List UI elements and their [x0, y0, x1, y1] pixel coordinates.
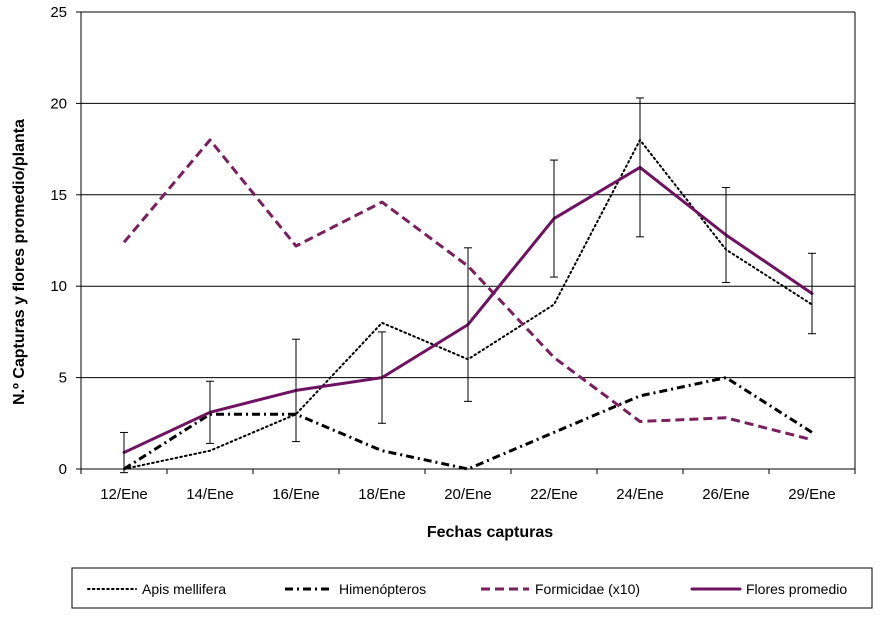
legend-label: Formicidae (x10): [535, 581, 640, 597]
x-tick-label: 18/Ene: [358, 486, 406, 503]
y-tick-labels: 0 5 10 15 20 25: [50, 4, 67, 478]
y-axis-title: N.º Capturas y flores promedio/planta: [11, 119, 28, 405]
error-bars: [120, 97, 816, 474]
series-line-formicidae-x10: [122, 138, 813, 442]
x-tick-label: 12/Ene: [100, 486, 148, 503]
x-tick-label: 26/Ene: [702, 486, 750, 503]
x-axis-title: Fechas capturas: [427, 524, 553, 541]
x-tick-label: 14/Ene: [186, 486, 234, 503]
legend-label: Himenópteros: [339, 581, 426, 597]
x-tick-label: 22/Ene: [530, 486, 578, 503]
y-tick-label: 5: [59, 370, 67, 387]
y-tick-label: 10: [50, 278, 67, 295]
y-tick-label: 0: [59, 461, 67, 478]
legend-label: Apis mellifera: [142, 581, 226, 597]
grid-lines: [81, 11, 855, 379]
legend: Apis mellifera Himenópteros Formicidae (x1…: [71, 567, 873, 609]
x-tick-label: 20/Ene: [444, 486, 492, 503]
series-line-himen-pteros: [123, 376, 813, 471]
y-tick-label: 25: [50, 4, 67, 21]
axes: [76, 11, 856, 474]
x-tick-label: 16/Ene: [272, 486, 320, 503]
x-tick-label: 24/Ene: [616, 486, 664, 503]
x-tick-label: 29/Ene: [788, 486, 836, 503]
y-tick-label: 20: [50, 95, 67, 112]
x-tick-labels: 12/Ene 14/Ene 16/Ene 18/Ene 20/Ene 22/Ene 24/E…: [100, 486, 836, 503]
legend-label: Flores promedio: [746, 581, 847, 597]
y-tick-label: 15: [50, 187, 67, 204]
